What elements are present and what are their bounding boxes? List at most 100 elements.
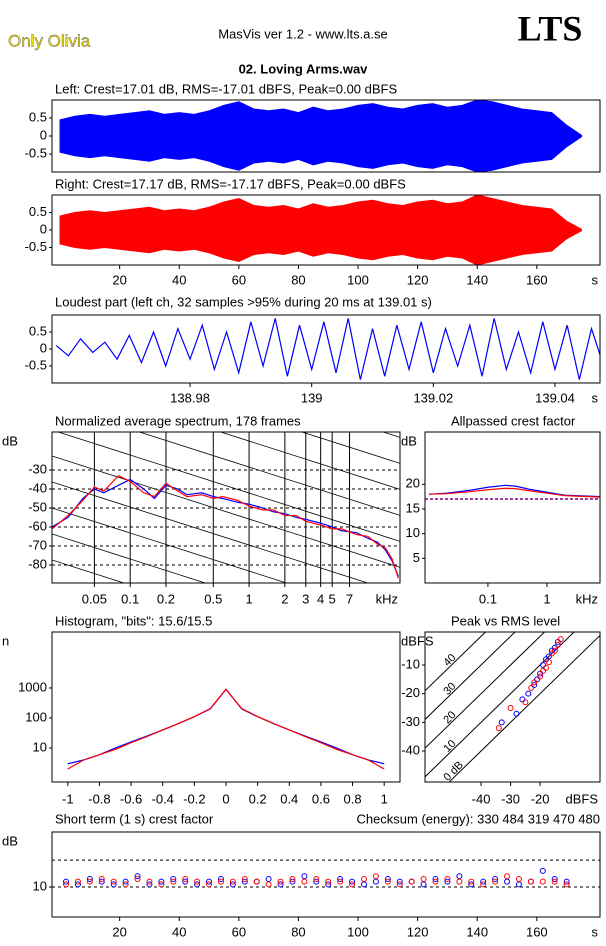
y-unit: dB: [2, 833, 18, 848]
y-tick-label: -60: [28, 518, 47, 533]
point: [507, 705, 514, 712]
x-tick-label: -30: [501, 791, 520, 806]
x-tick-label: 0.8: [344, 791, 362, 806]
x-tick-label: 5: [329, 591, 336, 606]
x-unit: s: [592, 272, 599, 287]
point: [528, 684, 535, 691]
x-unit: kHz: [576, 591, 598, 606]
y-tick-label: 10: [406, 525, 420, 540]
x-unit: dBFS: [565, 791, 598, 806]
y-unit: dB: [401, 433, 417, 448]
series-line: [52, 478, 399, 577]
diagonal: [425, 632, 575, 778]
plot-area: [425, 632, 600, 782]
point: [432, 878, 439, 885]
plot-frame: [51, 831, 601, 918]
waveform: [59, 195, 583, 265]
x-tick-label: 60: [232, 924, 246, 939]
point: [498, 719, 505, 726]
x-tick-label: 140: [466, 924, 488, 939]
point: [194, 881, 201, 888]
panel-title: Loudest part (left ch, 32 samples >95% d…: [55, 294, 432, 309]
point: [515, 875, 522, 882]
y-unit: n: [2, 633, 9, 648]
checksum: Checksum (energy): 330 484 319 470 480: [356, 811, 600, 826]
x-tick-label: -0.4: [152, 791, 174, 806]
x-tick-label: 0.2: [157, 591, 175, 606]
point: [313, 875, 320, 882]
point: [182, 875, 189, 882]
point: [146, 878, 153, 885]
point: [277, 881, 284, 888]
point: [63, 878, 70, 885]
y-tick-label: 0.5: [29, 323, 47, 338]
x-tick-label: 139: [301, 390, 323, 405]
x-unit: s: [592, 924, 599, 939]
point: [432, 875, 439, 882]
plot-frame: [424, 431, 601, 584]
waveform: [59, 100, 583, 172]
y-tick-label: -20: [401, 685, 420, 700]
x-tick-label: 0.6: [312, 791, 330, 806]
point: [563, 881, 570, 888]
x-tick-label: -0.2: [183, 791, 205, 806]
file-name: 02. Loving Arms.wav: [239, 61, 369, 76]
panel-title: Allpassed crest factor: [451, 413, 576, 428]
point: [384, 878, 391, 885]
panel-title: Histogram, "bits": 15.6/15.5: [55, 613, 212, 628]
x-tick-label: 138.98: [170, 390, 210, 405]
point: [480, 881, 487, 888]
x-tick-label: 20: [112, 924, 126, 939]
x-tick-label: 2: [281, 591, 288, 606]
point: [537, 673, 544, 680]
point: [545, 659, 552, 666]
series-line: [428, 487, 600, 498]
point: [531, 679, 538, 686]
x-tick-label: -0.8: [88, 791, 110, 806]
x-tick-label: -40: [472, 791, 491, 806]
y-tick-label: -70: [28, 537, 47, 552]
x-unit: s: [592, 390, 599, 405]
artist: Only Olivia: [8, 31, 91, 50]
point: [360, 875, 367, 882]
diagonal: [425, 632, 487, 692]
diagonal: [52, 455, 400, 568]
x-tick-label: -0.6: [120, 791, 142, 806]
diagonal: [56, 432, 400, 542]
series-line: [67, 688, 385, 770]
point: [495, 725, 502, 732]
diagonal: [138, 432, 400, 516]
y-tick-label: 100: [25, 709, 47, 724]
point: [563, 878, 570, 885]
point: [492, 878, 499, 885]
y-tick-label: 0: [40, 340, 47, 355]
y-tick-label: 10: [33, 739, 47, 754]
point: [134, 873, 141, 880]
point: [217, 875, 224, 882]
point: [265, 881, 272, 888]
plot-area: [55, 318, 600, 380]
point: [289, 875, 296, 882]
point: [122, 881, 129, 888]
y-unit: dBFS: [401, 633, 434, 648]
point: [325, 878, 332, 885]
point: [170, 878, 177, 885]
point: [349, 878, 356, 885]
y-tick-label: 0: [40, 127, 47, 142]
x-tick-label: 120: [407, 272, 429, 287]
x-tick-label: 0.5: [204, 591, 222, 606]
point: [554, 641, 561, 648]
series-line: [52, 474, 399, 579]
logo: LTS: [518, 8, 583, 48]
x-tick-label: 139.02: [413, 390, 453, 405]
x-tick-label: 100: [347, 272, 369, 287]
point: [539, 867, 546, 874]
y-tick-label: -30: [401, 714, 420, 729]
point: [241, 878, 248, 885]
x-tick-label: 0.1: [479, 591, 497, 606]
point: [522, 699, 529, 706]
x-tick-label: 1: [543, 591, 550, 606]
x-tick-label: 160: [526, 272, 548, 287]
y-tick-label: -30: [28, 461, 47, 476]
point: [456, 878, 463, 885]
